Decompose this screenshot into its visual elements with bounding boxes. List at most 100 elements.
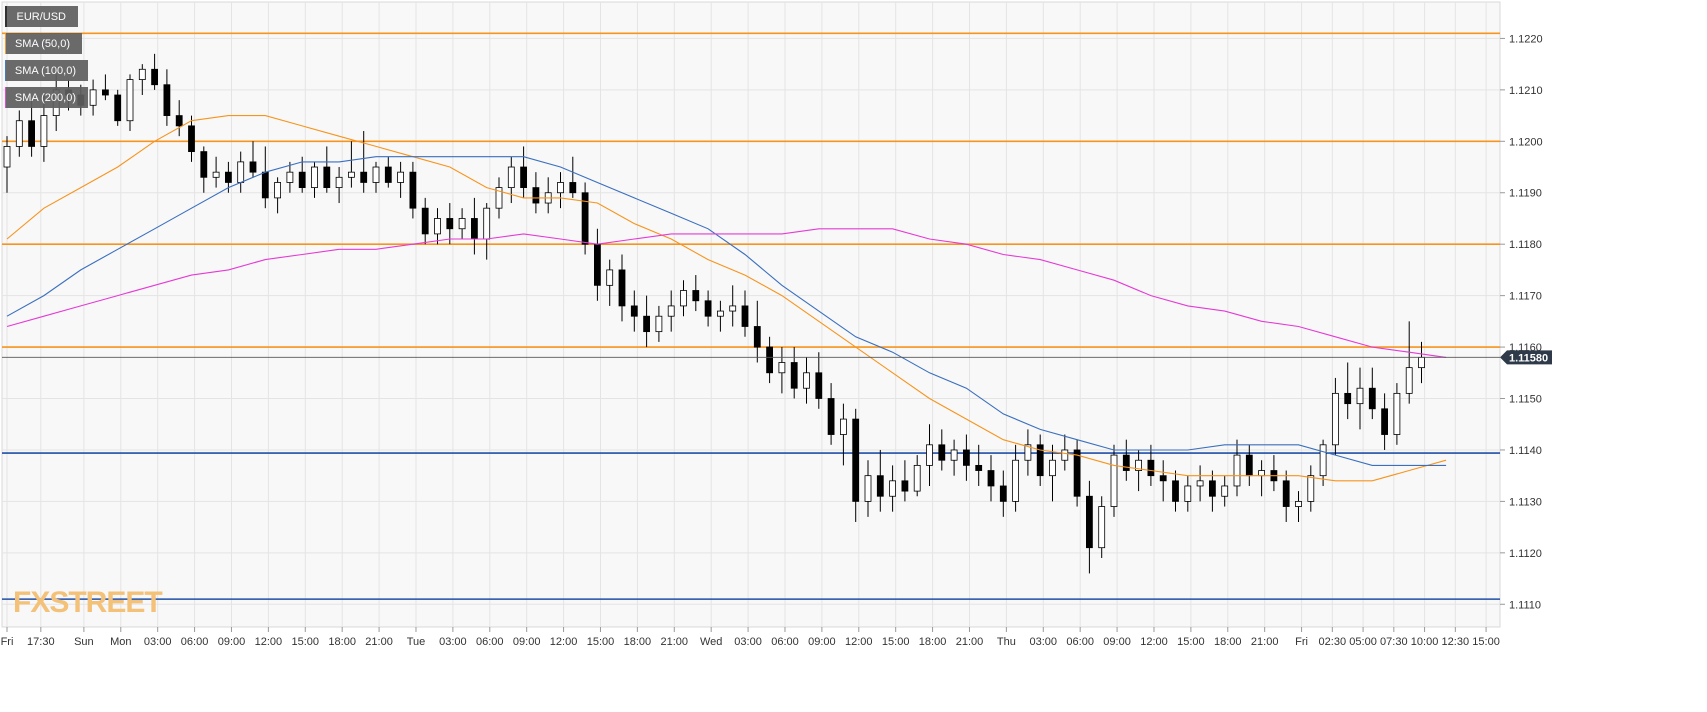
bearish-candle-body: [532, 187, 540, 204]
bearish-candle-body: [1122, 454, 1130, 471]
legend-swatch-sma-100: [5, 60, 6, 81]
x-tick-label: 18:00: [1214, 636, 1242, 648]
bullish-candle-body: [717, 310, 724, 317]
legend: EUR/USD SMA (50,0) SMA (100,0) SMA (200,…: [5, 6, 88, 114]
legend-sma-50[interactable]: SMA (50,0): [5, 33, 82, 54]
x-tick-label: 09:00: [1103, 636, 1131, 648]
bearish-candle-body: [1368, 387, 1376, 410]
sma-200-line: [6, 228, 1447, 358]
bullish-candle-body: [778, 362, 786, 374]
bearish-candle-body: [1381, 408, 1388, 435]
bearish-candle-body: [594, 243, 601, 286]
bearish-candle-body: [827, 398, 835, 435]
x-tick-label: 12:30: [1442, 636, 1470, 648]
bearish-candle-body: [360, 171, 368, 183]
bullish-candle-body: [1098, 506, 1106, 549]
bearish-candle-body: [704, 300, 712, 317]
bullish-candle-body: [913, 464, 921, 492]
x-tick-label: 15:00: [1472, 636, 1500, 648]
bearish-candle-body: [569, 182, 577, 194]
bearish-candle-body: [643, 315, 650, 333]
bullish-candle-body: [458, 218, 466, 230]
bullish-candle-body: [212, 171, 220, 178]
legend-sma-200[interactable]: SMA (200,0): [5, 87, 88, 108]
sma-50-line: [6, 115, 1447, 482]
bullish-candle-body: [126, 79, 134, 122]
bullish-candle-body: [655, 315, 663, 333]
bearish-candle-body: [151, 68, 159, 86]
bullish-candle-body: [483, 207, 491, 240]
bullish-candle-body: [889, 480, 896, 497]
y-tick-label: 1.1170: [1509, 291, 1542, 303]
bullish-candle-body: [274, 182, 282, 199]
bearish-candle-body: [1086, 495, 1093, 549]
bullish-candle-body: [495, 187, 503, 209]
fxstreet-logo: FXSTREET: [13, 586, 162, 619]
x-tick-label: 21:00: [956, 636, 984, 648]
bullish-candle-body: [1418, 356, 1425, 369]
x-tick-label: 06:00: [1066, 636, 1094, 648]
bullish-candle-body: [1258, 470, 1265, 477]
x-tick-label: 17:30: [27, 636, 55, 648]
legend-sma-100[interactable]: SMA (100,0): [5, 60, 88, 81]
bearish-candle-body: [938, 444, 946, 461]
bullish-candle-body: [347, 171, 355, 178]
bullish-candle-body: [1319, 444, 1327, 477]
bearish-candle-body: [901, 480, 909, 492]
bearish-candle-body: [987, 470, 995, 487]
candles: [3, 53, 1425, 574]
bullish-candle-body: [372, 166, 380, 183]
x-tick-label: 21:00: [1251, 636, 1279, 648]
bullish-candle-body: [40, 115, 48, 147]
bearish-candle-body: [741, 305, 749, 327]
bullish-candle-body: [840, 418, 847, 435]
bearish-candle-body: [200, 151, 208, 178]
bearish-candle-body: [421, 207, 429, 235]
moving-averages: [6, 115, 1447, 482]
y-tick-label: 1.1180: [1509, 239, 1542, 251]
bullish-candle-body: [1393, 392, 1401, 435]
x-tick-label: Tue: [407, 636, 426, 648]
x-tick-label: 03:00: [439, 636, 467, 648]
bearish-candle-body: [28, 120, 36, 147]
x-tick-label: 09:00: [808, 636, 836, 648]
bullish-candle-body: [1196, 480, 1204, 487]
bearish-candle-body: [1159, 475, 1167, 482]
bullish-candle-body: [1024, 444, 1032, 461]
legend-swatch-eurusd: [5, 6, 8, 27]
bullish-candle-body: [1332, 392, 1339, 446]
bearish-candle-body: [520, 166, 527, 189]
y-tick-label: 1.1110: [1509, 599, 1541, 611]
x-tick-label: 10:00: [1411, 636, 1439, 648]
bearish-candle-body: [102, 89, 109, 96]
bullish-candle-body: [1184, 485, 1192, 502]
bearish-candle-body: [692, 290, 700, 302]
y-tick-label: 1.1200: [1509, 136, 1543, 148]
x-tick-label: Wed: [700, 636, 722, 648]
bullish-candle-body: [1221, 485, 1229, 497]
bearish-candle-body: [1172, 480, 1179, 502]
sma-100-line: [6, 156, 1447, 466]
x-tick-label: 15:00: [587, 636, 615, 648]
legend-eurusd[interactable]: EUR/USD: [5, 6, 78, 27]
bearish-candle-body: [188, 125, 195, 152]
bullish-candle-body: [680, 290, 687, 307]
x-tick-label: Fri: [1295, 636, 1308, 648]
y-tick-label: 1.1120: [1509, 548, 1542, 560]
bearish-candle-body: [1147, 459, 1155, 477]
bullish-candle-body: [1295, 500, 1302, 507]
x-tick-label: 12:00: [255, 636, 283, 648]
legend-label-sma-100: SMA (100,0): [14, 64, 76, 77]
bullish-candle-body: [864, 475, 872, 502]
bullish-candle-body: [557, 182, 564, 194]
x-tick-label: 21:00: [365, 636, 393, 648]
bearish-candle-body: [1245, 454, 1253, 477]
bearish-candle-body: [618, 269, 626, 307]
legend-label-eurusd: EUR/USD: [16, 10, 66, 23]
x-tick-label: 05:00: [1349, 636, 1377, 648]
x-tick-label: 15:00: [882, 636, 910, 648]
bearish-candle-body: [581, 192, 589, 245]
bearish-candle-body: [963, 449, 970, 466]
